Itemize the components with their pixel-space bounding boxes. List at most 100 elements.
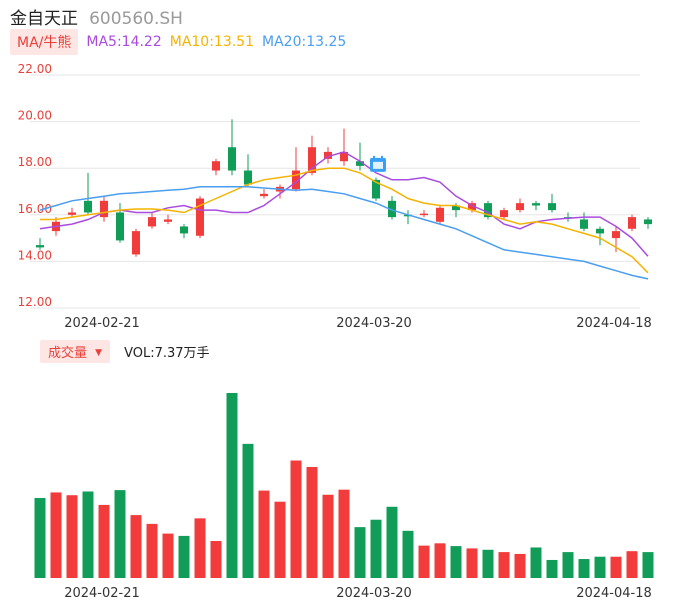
candle xyxy=(516,198,524,213)
candle xyxy=(148,212,156,229)
volume-bar xyxy=(482,549,494,578)
volume-bar xyxy=(114,490,126,578)
chevron-down-icon: ▼ xyxy=(95,347,103,358)
candle-body xyxy=(340,151,348,162)
ma5-line xyxy=(39,151,649,257)
volume-bar xyxy=(402,530,414,578)
candle xyxy=(116,203,124,243)
calendar-flag-icon xyxy=(370,155,386,172)
candle-body xyxy=(260,193,268,197)
volume-x-tick-label: 2024-02-21 xyxy=(64,586,140,601)
price-y-tick-label: 14.00 xyxy=(18,248,52,262)
price-x-tick-label: 2024-03-20 xyxy=(336,316,412,331)
price-x-tick-label: 2024-04-18 xyxy=(576,316,652,331)
candle-body xyxy=(500,210,508,218)
candle-body xyxy=(164,219,172,222)
candle-body xyxy=(372,179,380,199)
candle-body xyxy=(180,226,188,234)
volume-bar xyxy=(306,467,318,578)
candle xyxy=(164,214,172,225)
ma-toggle-button[interactable]: MA/牛熊 xyxy=(10,29,79,55)
candle-body xyxy=(324,151,332,159)
candle-body xyxy=(484,203,492,218)
volume-bar xyxy=(66,495,78,578)
candle-body xyxy=(116,212,124,241)
volume-bar xyxy=(194,518,206,578)
price-x-tick-label: 2024-02-21 xyxy=(64,316,140,331)
candle-body xyxy=(196,198,204,236)
candle-body xyxy=(68,212,76,215)
candle xyxy=(260,189,268,199)
volume-bar xyxy=(434,543,446,578)
candle xyxy=(132,228,140,257)
volume-bar xyxy=(338,489,350,578)
volume-bar xyxy=(594,556,606,578)
volume-bar xyxy=(258,490,270,578)
candle-body xyxy=(212,161,220,171)
candle xyxy=(100,196,108,222)
volume-x-tick-label: 2024-03-20 xyxy=(336,586,412,601)
candle xyxy=(644,217,652,229)
volume-bar xyxy=(226,393,238,578)
candle-body xyxy=(580,219,588,229)
price-y-tick-label: 16.00 xyxy=(18,202,52,216)
candle-body xyxy=(548,203,556,211)
ma10-line xyxy=(40,167,649,274)
candle xyxy=(68,207,76,218)
candle xyxy=(500,207,508,220)
volume-bar xyxy=(130,515,142,578)
ma-legend: MA/牛熊 MA5:14.22 MA10:13.51 MA20:13.25 xyxy=(10,29,346,55)
candle-body xyxy=(132,231,140,255)
volume-bar xyxy=(210,541,222,578)
ma20-line xyxy=(39,186,649,280)
candle xyxy=(196,196,204,239)
volume-bar xyxy=(610,556,622,578)
candle-body xyxy=(516,203,524,211)
stock-name: 金自天正 xyxy=(10,9,78,29)
volume-toggle-label: 成交量 xyxy=(48,345,88,361)
candle-body xyxy=(84,200,92,213)
volume-bar xyxy=(386,506,398,578)
candle xyxy=(388,196,396,220)
candle xyxy=(228,119,236,176)
volume-bar xyxy=(642,552,654,578)
candle xyxy=(36,238,44,250)
marker-inner xyxy=(373,161,383,169)
volume-value: VOL:7.37万手 xyxy=(124,345,210,361)
candle-body xyxy=(452,205,460,211)
volume-bar xyxy=(178,535,190,578)
candle-body xyxy=(100,200,108,218)
candle-body xyxy=(420,213,428,216)
candle-body xyxy=(244,170,252,185)
candle xyxy=(404,210,412,225)
volume-bar xyxy=(354,527,366,578)
stock-code: 600560.SH xyxy=(89,9,183,29)
volume-bar xyxy=(82,491,94,578)
candle xyxy=(324,147,332,164)
candle-body xyxy=(356,161,364,166)
candle-body xyxy=(628,217,636,229)
price-y-tick-label: 18.00 xyxy=(18,155,52,169)
candle-body xyxy=(36,245,44,248)
ma10-legend: MA10:13.51 xyxy=(169,34,255,50)
volume-toggle-button[interactable]: 成交量 ▼ xyxy=(40,339,111,363)
stock-title: 金自天正 600560.SH xyxy=(10,4,183,29)
price-y-tick-label: 20.00 xyxy=(18,109,52,123)
candle-body xyxy=(436,207,444,222)
volume-bar xyxy=(146,523,158,578)
volume-bar xyxy=(466,548,478,578)
candle xyxy=(244,154,252,187)
price-y-tick-label: 22.00 xyxy=(18,62,52,76)
candle xyxy=(340,128,348,166)
candle-body xyxy=(148,217,156,227)
volume-bar xyxy=(578,559,590,578)
candle-body xyxy=(468,203,476,211)
candle-body xyxy=(388,200,396,218)
candle xyxy=(596,226,604,246)
candle xyxy=(292,147,300,192)
candle xyxy=(356,142,364,171)
volume-bar xyxy=(162,533,174,578)
candle-body xyxy=(308,147,316,173)
volume-bar xyxy=(98,504,110,578)
